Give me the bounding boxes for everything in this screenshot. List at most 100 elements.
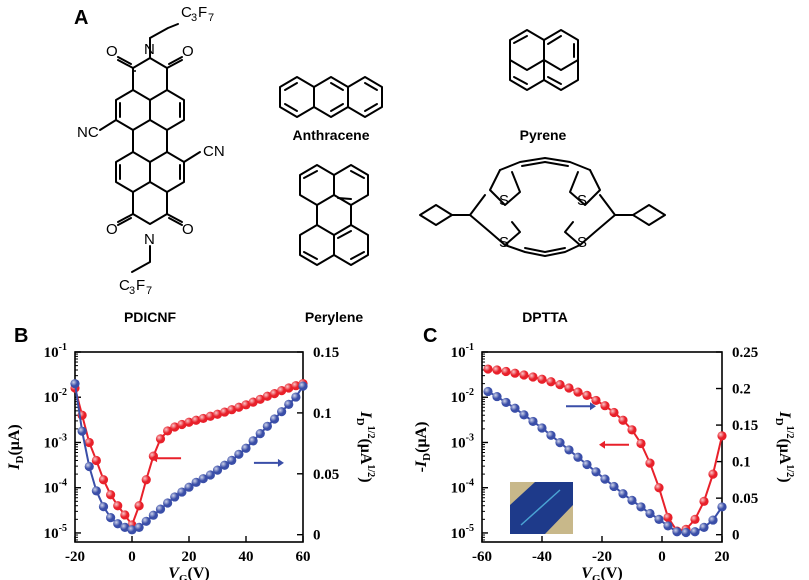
data-point-series-2 <box>184 482 194 492</box>
atom-s-2: S <box>577 192 587 209</box>
panel-label-b: B <box>14 325 28 347</box>
y-right-tick-label: 0 <box>732 528 740 544</box>
data-point-series-1 <box>519 370 529 380</box>
data-point-series-2 <box>106 513 116 523</box>
x-tick-label: 40 <box>239 549 254 565</box>
panel-b: B -20 0 20 40 60 VG(V) 10-1 10-2 10-3 10-4 10-5 0.1… <box>6 325 376 580</box>
data-point-series-2 <box>519 410 529 420</box>
y-right-tick-label: 0.25 <box>732 345 758 361</box>
data-point-series-1 <box>241 400 251 410</box>
data-point-series-1 <box>91 455 101 466</box>
y-left-tick-label: 10-4 <box>44 478 67 497</box>
c3f7-top-3: 3 <box>191 12 197 24</box>
x-tick-label: -20 <box>592 549 612 565</box>
data-point-series-1 <box>555 380 565 390</box>
data-point-series-2 <box>708 515 718 525</box>
data-point-series-1 <box>483 364 493 374</box>
data-point-series-2 <box>492 391 502 402</box>
data-point-series-2 <box>134 522 144 532</box>
data-point-series-1 <box>141 475 151 485</box>
data-point-series-1 <box>291 381 301 391</box>
data-point-series-1 <box>645 458 655 468</box>
data-point-series-2 <box>234 449 244 459</box>
data-point-series-2 <box>98 502 109 512</box>
x-tick-label: 20 <box>715 549 730 565</box>
data-point-series-2 <box>291 392 301 402</box>
data-point-series-2 <box>636 502 646 512</box>
name-pyrene: Pyrene <box>520 127 567 143</box>
data-point-series-2 <box>609 481 619 492</box>
series-line-1 <box>74 382 304 528</box>
panel-label-a: A <box>74 7 88 29</box>
data-point-series-1 <box>501 366 511 377</box>
data-point-series-1 <box>106 490 116 500</box>
data-point-series-1 <box>636 438 646 449</box>
dptta-structure: S S S S DPTTA <box>419 157 666 325</box>
device-micrograph-inset <box>510 482 573 534</box>
data-point-series-1 <box>528 372 538 382</box>
data-point-series-2 <box>555 438 565 448</box>
data-point-series-2 <box>120 522 130 532</box>
name-anthracene: Anthracene <box>292 127 369 143</box>
data-point-series-2 <box>663 521 673 531</box>
atom-s-3: S <box>499 234 509 251</box>
data-point-series-2 <box>191 477 201 487</box>
y-left-axis-label: -ID(μA) <box>413 422 433 473</box>
data-point-series-2 <box>141 516 151 526</box>
data-point-series-2 <box>546 430 556 440</box>
atom-n-top: N <box>144 41 155 58</box>
data-point-series-1 <box>155 434 166 444</box>
data-point-series-1 <box>163 426 173 436</box>
data-point-series-2 <box>198 474 208 484</box>
c3f7-bottom-3: 3 <box>129 285 135 297</box>
atom-o-tr: O <box>182 43 194 60</box>
data-point-series-2 <box>582 459 592 470</box>
x-tick-label: 60 <box>296 549 311 565</box>
data-point-series-1 <box>234 402 244 412</box>
data-point-series-2 <box>618 489 628 499</box>
y-left-tick-label: 10-2 <box>451 387 474 406</box>
x-tick-label: 0 <box>658 549 666 565</box>
data-point-series-1 <box>184 417 194 427</box>
data-point-series-2 <box>91 486 101 496</box>
data-point-series-2 <box>690 527 700 537</box>
data-point-series-2 <box>163 498 173 508</box>
data-point-series-2 <box>510 403 520 413</box>
y-right-tick-label: 0.2 <box>732 382 751 398</box>
perylene-structure: Perylene <box>299 164 369 325</box>
data-point-series-2 <box>699 522 709 532</box>
data-point-series-1 <box>220 407 230 417</box>
data-point-series-1 <box>284 383 294 393</box>
data-point-series-2 <box>573 452 583 462</box>
data-point-series-2 <box>284 399 294 409</box>
data-point-series-2 <box>537 423 547 433</box>
data-point-series-1 <box>120 510 130 520</box>
data-point-series-1 <box>609 407 619 418</box>
y-right-axis-label: ID1/2(μA1/2) <box>773 410 795 482</box>
atom-s-4: S <box>577 234 587 251</box>
y-left-tick-label: 10-2 <box>44 387 67 406</box>
data-point-series-2 <box>483 386 493 397</box>
data-point-series-1 <box>537 374 547 384</box>
data-point-series-2 <box>277 407 287 417</box>
pdicnf-structure: N O O C 3 F 7 NC CN N O O C 3 F 7 PDICNF <box>77 4 225 325</box>
data-point-series-1 <box>248 397 258 407</box>
data-point-series-2 <box>262 421 272 431</box>
data-point-series-2 <box>212 465 223 475</box>
data-point-series-1 <box>177 419 187 430</box>
data-point-series-1 <box>191 415 201 425</box>
c3f7-bottom-7: 7 <box>146 285 152 297</box>
x-tick-label: 0 <box>128 549 136 565</box>
data-point-series-2 <box>227 455 237 465</box>
y-left-tick-label: 10-1 <box>44 342 67 361</box>
data-point-series-2 <box>564 445 574 455</box>
y-right-tick-label: 0 <box>313 528 321 544</box>
data-point-series-1 <box>198 413 208 424</box>
data-point-series-1 <box>654 483 664 493</box>
panel-c: C -60 -40 -20 0 20VG(V)10-110-210-310-410-50… <box>413 325 795 580</box>
data-point-series-1 <box>134 501 144 511</box>
data-point-series-1 <box>600 401 610 411</box>
y-right-tick-label: 0.05 <box>732 491 758 507</box>
data-point-series-1 <box>84 437 94 448</box>
